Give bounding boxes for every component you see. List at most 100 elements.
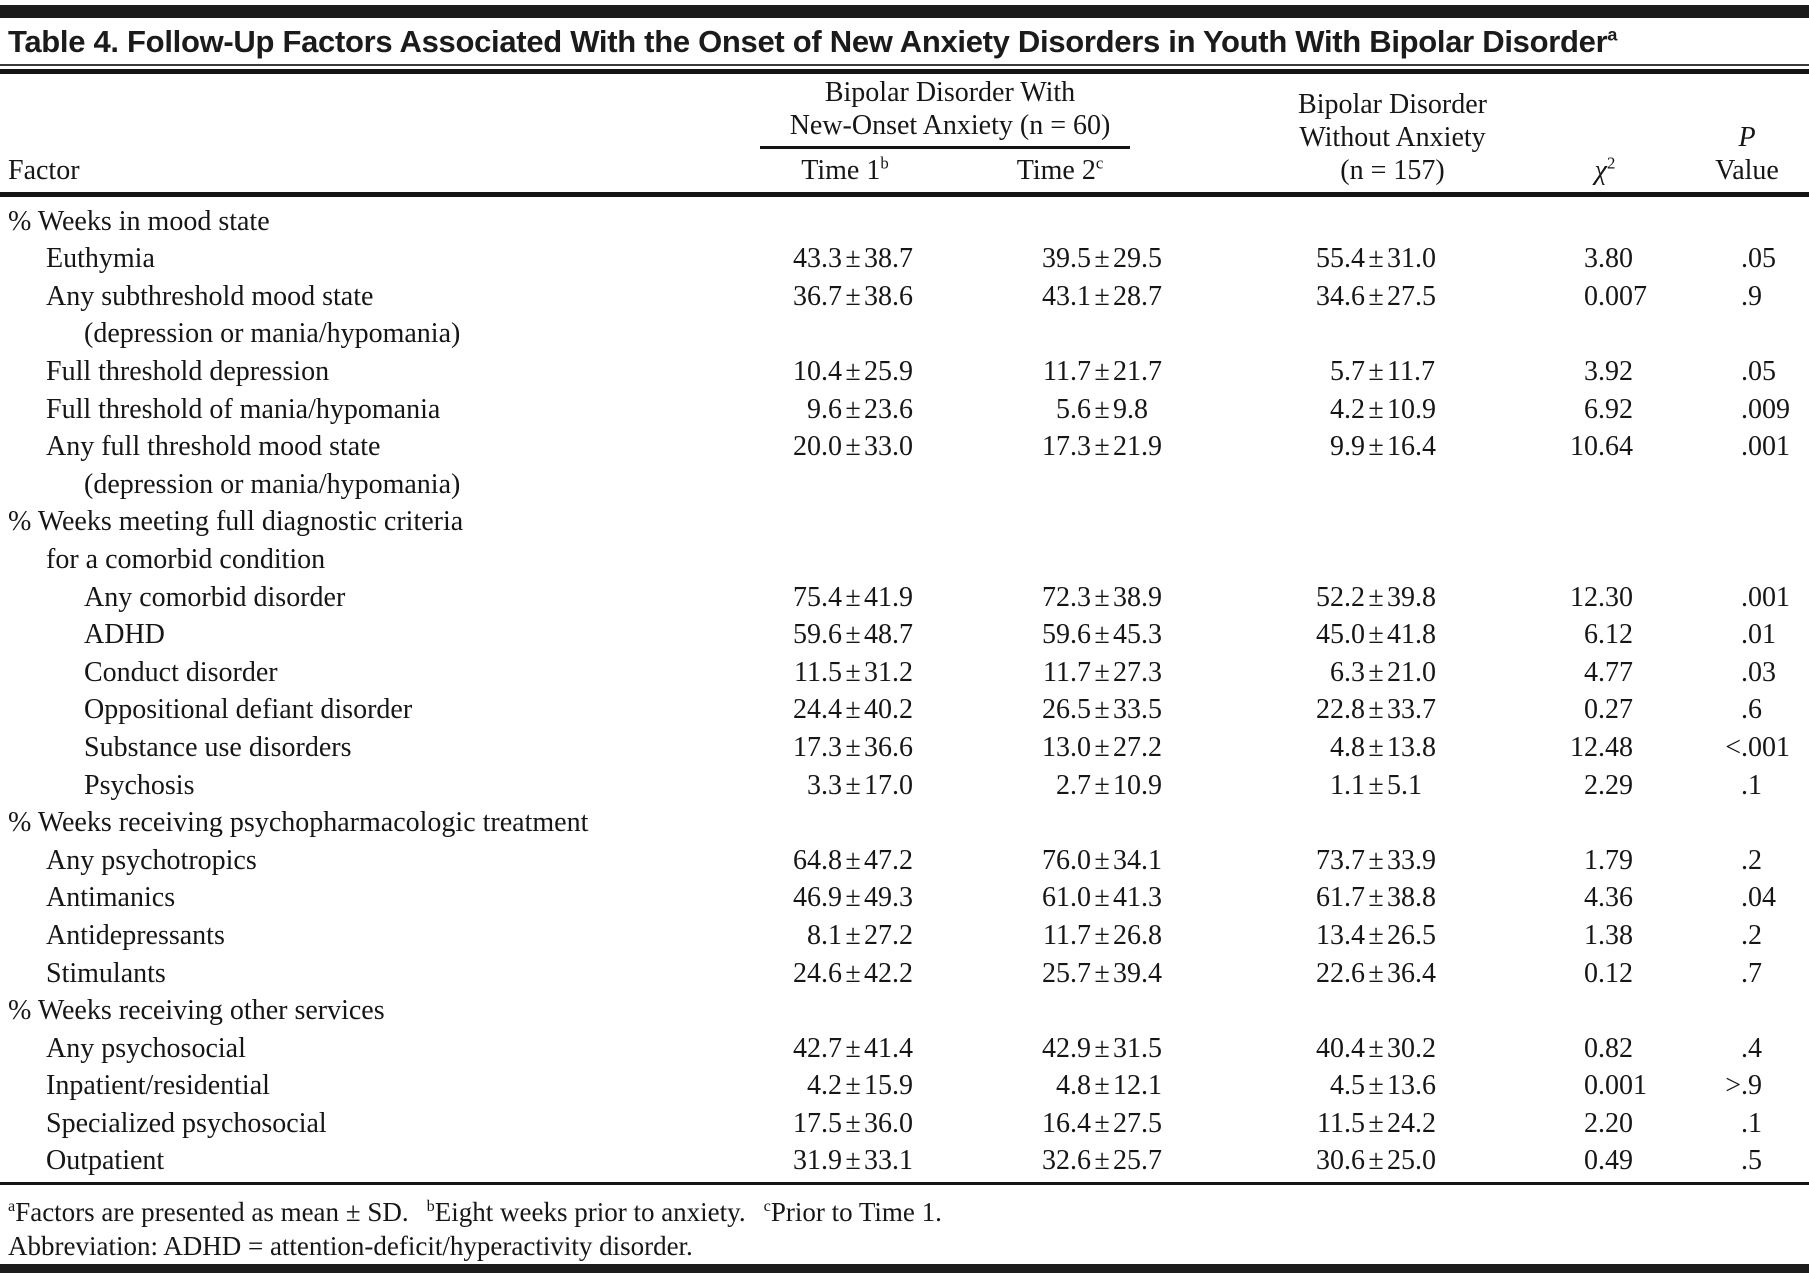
- factor-label: % Weeks meeting full diagnostic criteria: [8, 506, 464, 538]
- factor-label: Substance use disorders: [84, 731, 352, 763]
- without-anxiety-value: [1200, 804, 1490, 842]
- table-row: Inpatient/residential 4.2 ±15.9 4.8 ±12.1 4.5…: [0, 1067, 1809, 1105]
- time2-value: 43.1 ±28.7: [1042, 280, 1162, 312]
- chi-square-value: [1490, 466, 1670, 504]
- p-value: .03: [1741, 656, 1776, 688]
- time1-value: 31.9 ±33.1: [793, 1145, 913, 1177]
- time1-value: [700, 503, 950, 541]
- column-header-time1: Time 1b: [801, 153, 889, 186]
- p-header-line2: Value: [1715, 154, 1779, 186]
- table-row: Antimanics 46.9 ±49.3 61.0 ±41.3 61.7 ±38.8 4.3…: [0, 879, 1809, 917]
- without-anxiety-value: 4.8 ±13.8: [1330, 731, 1436, 763]
- factor-label: Antidepressants: [46, 919, 225, 951]
- chi-square-value: [1490, 203, 1670, 241]
- time1-value: 17.5 ±36.0: [793, 1107, 913, 1139]
- time1-value: 4.2 ±15.9: [807, 1070, 913, 1102]
- table-header: Factor Bipolar Disorder With New-Onset A…: [0, 74, 1809, 192]
- table-row: % Weeks receiving psychopharmacologic tr…: [0, 804, 1809, 842]
- time2-value: 11.7 ±26.8: [1043, 919, 1162, 951]
- time-subheaders: Time 1b Time 2c: [700, 154, 1200, 187]
- without-anxiety-value: 73.7 ±33.9: [1316, 844, 1436, 876]
- time1-value: 46.9 ±49.3: [793, 882, 913, 914]
- time2-value: 72.3 ±38.9: [1042, 581, 1162, 613]
- footnotes: aFactors are presented as mean ± SD. bEig…: [0, 1185, 1809, 1263]
- time2-value: 5.6 ±9.8: [1056, 393, 1148, 425]
- top-rule: [0, 5, 1809, 18]
- without-anxiety-value: 13.4 ±26.5: [1316, 919, 1436, 951]
- factor-label: Psychosis: [84, 769, 195, 801]
- without-anxiety-value: 9.9 ±16.4: [1330, 431, 1436, 463]
- without-anxiety-value: [1200, 503, 1490, 541]
- p-value: [1670, 315, 1809, 353]
- header-divider: [0, 191, 1809, 197]
- time2-value: 76.0 ±34.1: [1042, 844, 1162, 876]
- table-row: Stimulants 24.6 ±42.2 25.7 ±39.4 22.6 ±36.4 0.1…: [0, 955, 1809, 993]
- data-table: % Weeks in mood state Euthymia 43.3 ±38.7 39…: [0, 203, 1809, 1180]
- footnote-item: aFactors are presented as mean ± SD.: [8, 1197, 409, 1228]
- without-anxiety-value: [1200, 992, 1490, 1030]
- time1-value: 24.6 ±42.2: [793, 957, 913, 989]
- time1-value: 64.8 ±47.2: [793, 844, 913, 876]
- table-row: Any full threshold mood state 20.0 ±33.0 17…: [0, 428, 1809, 466]
- without-anxiety-value: 4.5 ±13.6: [1330, 1070, 1436, 1102]
- factor-label: Full threshold of mania/hypomania: [46, 393, 441, 425]
- chi-square-value: 0.82: [1584, 1032, 1633, 1064]
- factor-label: Any psychotropics: [46, 844, 257, 876]
- time2-value: [950, 541, 1200, 579]
- without-anxiety-value: 1.1 ±5.1: [1330, 769, 1422, 801]
- without-anxiety-value: 55.4 ±31.0: [1316, 243, 1436, 275]
- table-row: Conduct disorder 11.5 ±31.2 11.7 ±27.3 6.3 ±21…: [0, 654, 1809, 692]
- without-anxiety-value: 4.2 ±10.9: [1330, 393, 1436, 425]
- factor-label: % Weeks receiving other services: [8, 995, 385, 1027]
- chi-square-value: 0.49: [1584, 1145, 1633, 1177]
- p-value: .5: [1741, 1145, 1762, 1177]
- time2-value: [950, 315, 1200, 353]
- without-anxiety-value: 22.6 ±36.4: [1316, 957, 1436, 989]
- table-row: Psychosis 3.3 ±17.0 2.7 ±10.9 1.1 ±5.1 2.29 .1: [0, 767, 1809, 805]
- p-value: [1670, 203, 1809, 241]
- p-value: .2: [1741, 844, 1762, 876]
- title-divider-thick: [0, 68, 1809, 74]
- without-anxiety-value: 6.3 ±21.0: [1330, 656, 1436, 688]
- factor-label: Any psychosocial: [46, 1032, 246, 1064]
- time2-value: 25.7 ±39.4: [1042, 957, 1162, 989]
- time2-value: [950, 804, 1200, 842]
- table-row: Oppositional defiant disorder 24.4 ±40.2 26…: [0, 691, 1809, 729]
- group2-line1: Bipolar Disorder: [1298, 88, 1487, 120]
- without-anxiety-value: 52.2 ±39.8: [1316, 581, 1436, 613]
- factor-label: Full threshold depression: [46, 356, 330, 388]
- chi-square-value: 4.77: [1584, 656, 1633, 688]
- time2-value: 11.7 ±21.7: [1043, 356, 1162, 388]
- chi-square-value: 1.79: [1584, 844, 1633, 876]
- time2-value: 39.5 ±29.5: [1042, 243, 1162, 275]
- factor-label: ADHD: [84, 619, 165, 651]
- p-value: .1: [1741, 1107, 1762, 1139]
- without-anxiety-value: 61.7 ±38.8: [1316, 882, 1436, 914]
- column-group-new-onset-anxiety: Bipolar Disorder With New-Onset Anxiety …: [700, 74, 1200, 192]
- time2-value: 17.3 ±21.9: [1042, 431, 1162, 463]
- table-row: Any psychotropics 64.8 ±47.2 76.0 ±34.1 73.7 ±…: [0, 842, 1809, 880]
- chi-square-value: 6.92: [1584, 393, 1633, 425]
- factor-label: (depression or mania/hypomania): [84, 468, 461, 500]
- factor-label: % Weeks in mood state: [8, 205, 270, 237]
- p-value: [1670, 466, 1809, 504]
- p-value: .6: [1741, 694, 1762, 726]
- factor-label: Any full threshold mood state: [46, 431, 381, 463]
- table-row: (depression or mania/hypomania): [0, 315, 1809, 353]
- time1-value: 17.3 ±36.6: [793, 731, 913, 763]
- p-value: .05: [1741, 356, 1776, 388]
- without-anxiety-value: 22.8 ±33.7: [1316, 694, 1436, 726]
- footnote-line-2: Abbreviation: ADHD = attention-deficit/h…: [8, 1229, 1801, 1263]
- table-row: Outpatient 31.9 ±33.1 32.6 ±25.7 30.6 ±25.0 0.4…: [0, 1142, 1809, 1180]
- time2-value: 4.8 ±12.1: [1056, 1070, 1162, 1102]
- time2-value: 32.6 ±25.7: [1042, 1145, 1162, 1177]
- p-header-line1: P: [1738, 121, 1756, 153]
- chi-square-value: 0.001: [1584, 1070, 1647, 1102]
- chi-square-value: [1490, 541, 1670, 579]
- table-row: Full threshold depression 10.4 ±25.9 11.7 ±2…: [0, 353, 1809, 391]
- chi-square-value: [1490, 992, 1670, 1030]
- column-header-chi-square: χ2: [1490, 74, 1670, 192]
- p-value: .4: [1741, 1032, 1762, 1064]
- table-row: % Weeks receiving other services: [0, 992, 1809, 1030]
